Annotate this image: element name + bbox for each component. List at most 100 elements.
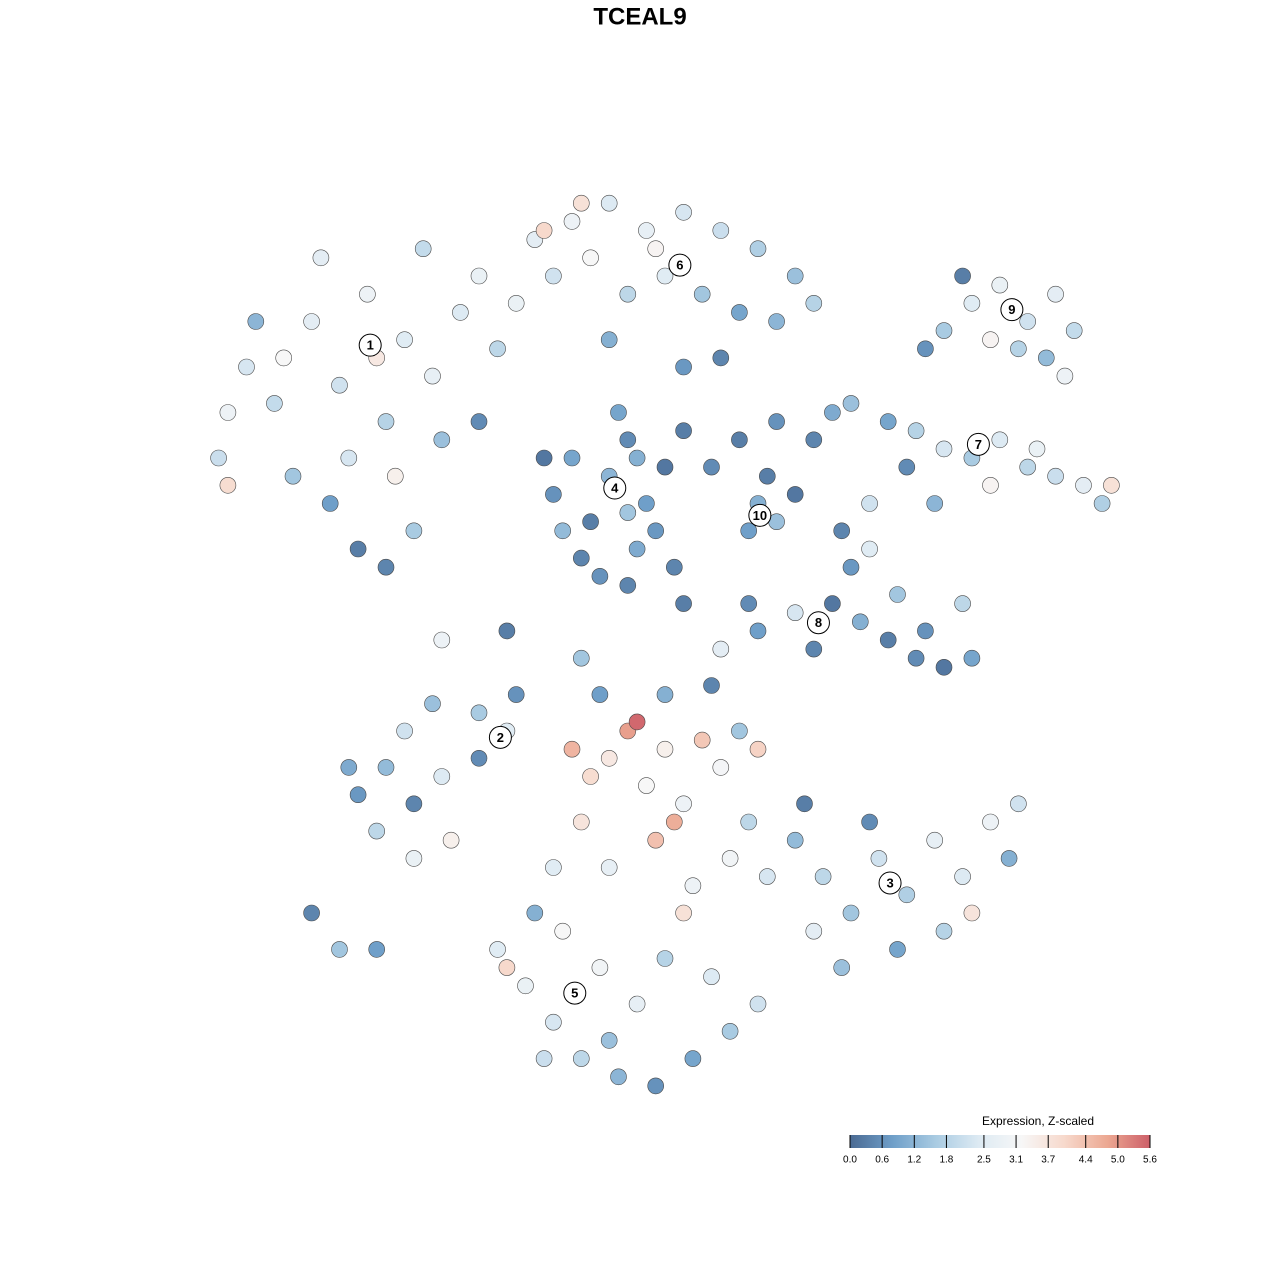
point <box>349 786 367 804</box>
point <box>926 831 944 849</box>
point <box>619 504 637 521</box>
point <box>656 950 674 967</box>
point <box>563 449 581 467</box>
cluster-marker <box>966 432 990 456</box>
point <box>1038 349 1055 367</box>
point <box>247 313 265 330</box>
point <box>312 249 330 267</box>
colorbar-tick-label: 0.6 <box>875 1155 889 1166</box>
point <box>721 850 739 867</box>
point <box>842 395 860 412</box>
cluster-label: 6 <box>676 258 683 273</box>
cluster-label: 10 <box>753 508 767 523</box>
point <box>340 449 358 467</box>
point <box>731 431 748 449</box>
point <box>433 431 451 449</box>
point <box>768 313 785 330</box>
point <box>582 768 599 785</box>
points <box>210 194 1120 1095</box>
point <box>889 586 906 603</box>
point <box>954 595 971 612</box>
point <box>563 213 581 230</box>
point <box>628 713 646 731</box>
point <box>647 522 665 540</box>
point <box>517 977 534 995</box>
point <box>963 294 981 312</box>
point <box>879 413 897 430</box>
point <box>452 304 469 321</box>
point <box>861 540 878 558</box>
point <box>740 522 758 540</box>
colorbar-tick-label: 1.2 <box>907 1155 921 1166</box>
point <box>824 404 841 421</box>
point <box>1103 476 1120 494</box>
point <box>368 822 386 840</box>
point <box>238 358 255 376</box>
point <box>219 404 237 421</box>
point <box>1010 340 1027 358</box>
point <box>619 577 637 594</box>
point <box>545 267 562 285</box>
point <box>731 722 748 740</box>
point <box>656 267 674 285</box>
point <box>879 631 897 649</box>
point <box>647 831 665 849</box>
point <box>638 495 655 512</box>
cluster-label: 1 <box>367 338 374 353</box>
point <box>712 222 730 239</box>
point <box>917 622 934 640</box>
point <box>805 294 823 312</box>
cluster-label: 4 <box>611 480 619 495</box>
point <box>805 922 823 940</box>
point <box>786 831 804 849</box>
point <box>786 486 804 503</box>
point <box>572 813 590 831</box>
colorbar-tick-label: 5.0 <box>1111 1155 1125 1166</box>
point <box>712 640 730 658</box>
point <box>349 540 367 558</box>
point <box>219 476 237 494</box>
point <box>861 813 878 831</box>
point <box>572 1050 590 1067</box>
point <box>684 1050 702 1067</box>
point <box>656 686 674 703</box>
point <box>740 595 758 612</box>
cluster-marker <box>748 503 772 527</box>
point <box>647 1077 665 1095</box>
cluster-label: 2 <box>497 730 504 745</box>
point <box>982 813 999 831</box>
cluster-labels: 1 2 3 4 5 6 7 8 9 10 <box>358 253 1024 1005</box>
point <box>721 1023 739 1040</box>
point <box>424 695 441 713</box>
point <box>805 640 823 658</box>
point <box>675 904 692 922</box>
point <box>1010 795 1027 813</box>
point <box>889 941 906 958</box>
point <box>703 968 720 986</box>
point <box>433 631 451 649</box>
point <box>582 513 599 531</box>
point <box>740 813 758 831</box>
point <box>610 404 627 421</box>
point <box>619 431 637 449</box>
point <box>749 240 767 257</box>
point <box>907 422 925 440</box>
point <box>591 686 609 703</box>
point <box>377 759 395 776</box>
point <box>210 449 227 467</box>
cluster-label: 9 <box>1008 302 1015 317</box>
point <box>1019 313 1036 330</box>
cluster-marker <box>563 981 587 1005</box>
point <box>1093 495 1111 512</box>
point <box>303 904 320 922</box>
point <box>554 922 572 940</box>
point <box>963 649 981 667</box>
point <box>545 1013 562 1031</box>
point <box>600 1032 618 1049</box>
point <box>1065 322 1083 339</box>
point <box>656 740 674 758</box>
point <box>842 904 860 922</box>
point <box>814 868 832 885</box>
point <box>340 759 358 776</box>
